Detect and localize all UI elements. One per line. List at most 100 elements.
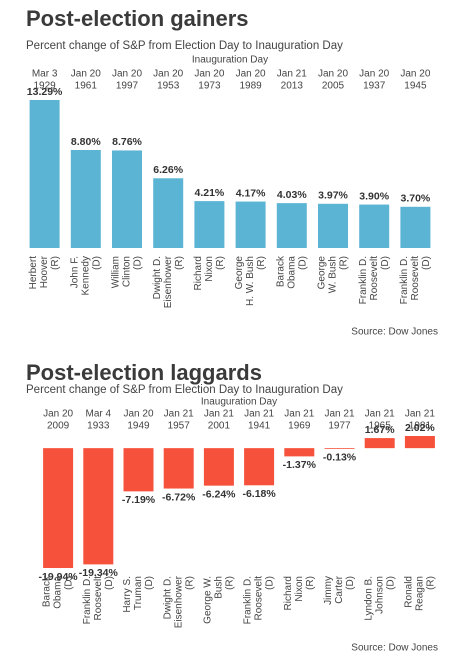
date-label: 1929	[33, 81, 56, 92]
bar	[123, 448, 154, 492]
bar	[318, 203, 348, 248]
category-label: Lyndon B.	[363, 576, 374, 621]
category-label: Barack	[42, 575, 53, 607]
category-label: Truman	[133, 576, 144, 610]
date-label: 1961	[75, 81, 98, 92]
category-label: Roosevelt	[93, 576, 104, 621]
date-label: Jan 21	[405, 409, 435, 420]
date-label: Jan 20	[123, 409, 153, 420]
value-label: 6.26%	[153, 164, 183, 176]
category-label: Hoover	[39, 255, 50, 288]
category-label: Barack	[275, 255, 286, 287]
date-label: 1957	[168, 421, 191, 432]
bar	[324, 448, 355, 449]
date-label: 2013	[281, 81, 304, 92]
category-label: (R)	[225, 576, 236, 590]
date-label: 1973	[198, 81, 221, 92]
category-label: John F.	[69, 256, 80, 288]
date-label: Jan 20	[112, 69, 142, 80]
value-label: 13.29%	[27, 86, 63, 98]
date-label: 1945	[404, 81, 427, 92]
date-label: 2001	[208, 421, 231, 432]
date-label: Jan 20	[153, 69, 183, 80]
category-label: H. W. Bush	[245, 256, 256, 306]
value-label: 3.90%	[359, 190, 389, 202]
value-label: 8.76%	[112, 136, 142, 148]
category-label: Clinton	[122, 256, 133, 287]
category-label: (D)	[385, 576, 396, 590]
source: Source: Dow Jones	[351, 327, 438, 338]
category-label: Nixon	[294, 576, 305, 602]
value-label: -0.13%	[323, 452, 357, 464]
value-label: 4.17%	[236, 187, 266, 199]
date-label: Jan 20	[359, 69, 389, 80]
bar	[163, 448, 194, 489]
category-label: (D)	[133, 256, 144, 270]
category-label: Bush	[214, 576, 225, 599]
bar	[29, 100, 60, 248]
date-label: Jan 21	[204, 409, 234, 420]
bar	[70, 150, 101, 248]
date-label: 2009	[47, 421, 70, 432]
category-label: Franklin D.	[399, 256, 410, 304]
value-label: 2.02%	[405, 422, 435, 434]
bar	[203, 448, 234, 486]
category-label: (R)	[339, 256, 350, 270]
date-label: Mar 4	[86, 409, 112, 420]
value-label: 1.67%	[365, 424, 395, 436]
category-label: (R)	[426, 576, 437, 590]
category-label: (D)	[144, 576, 155, 590]
category-label: Richard	[283, 576, 294, 610]
value-label: 4.21%	[195, 187, 225, 199]
category-label: (R)	[184, 576, 195, 590]
value-label: 3.70%	[401, 193, 431, 205]
axis-header: Inauguration Day	[192, 55, 268, 66]
category-label: Franklin D.	[358, 256, 369, 304]
date-label: 1953	[157, 81, 180, 92]
category-label: (R)	[50, 256, 61, 270]
value-label: -6.18%	[242, 488, 276, 500]
category-label: Eisenhower	[173, 575, 184, 628]
category-label: (R)	[215, 256, 226, 270]
date-label: 1997	[116, 81, 139, 92]
bar	[276, 203, 307, 248]
chart-subtitle: Percent change of S&P from Election Day …	[26, 384, 343, 396]
axis-header: Inauguration Day	[201, 397, 277, 408]
bar	[153, 178, 184, 248]
date-label: Mar 3	[32, 69, 58, 80]
date-label: 1949	[127, 421, 150, 432]
date-label: 1989	[239, 81, 262, 92]
date-label: 1965	[369, 421, 392, 432]
category-label: (D)	[104, 576, 115, 590]
category-label: George	[234, 256, 245, 290]
category-label: Ronald	[404, 576, 415, 608]
category-label: Obama	[286, 256, 297, 289]
date-label: Jan 21	[365, 409, 395, 420]
bar	[235, 201, 266, 248]
category-label: George W.	[203, 576, 214, 624]
category-label: Reagan	[415, 576, 426, 611]
category-label: (D)	[297, 256, 308, 270]
category-label: Kennedy	[80, 256, 91, 295]
category-label: Dwight D.	[152, 256, 163, 299]
date-label: Jan 20	[43, 409, 73, 420]
category-label: (D)	[265, 576, 276, 590]
bar	[359, 204, 390, 248]
category-label: Richard	[193, 256, 204, 290]
bar	[404, 436, 435, 449]
chart-subtitle: Percent change of S&P from Election Day …	[26, 40, 343, 52]
category-label: Franklin D.	[243, 576, 254, 624]
category-label: Harry S.	[122, 576, 133, 613]
date-label: 1941	[248, 421, 271, 432]
value-label: -7.19%	[122, 494, 156, 506]
bar	[112, 150, 142, 248]
bar	[284, 448, 315, 457]
category-label: (D)	[91, 256, 102, 270]
date-label: Jan 21	[164, 409, 194, 420]
category-label: Dwight D.	[162, 576, 173, 619]
date-label: Jan 21	[244, 409, 274, 420]
date-label: 1981	[409, 421, 432, 432]
bar	[400, 206, 431, 248]
date-label: Jan 20	[71, 69, 101, 80]
